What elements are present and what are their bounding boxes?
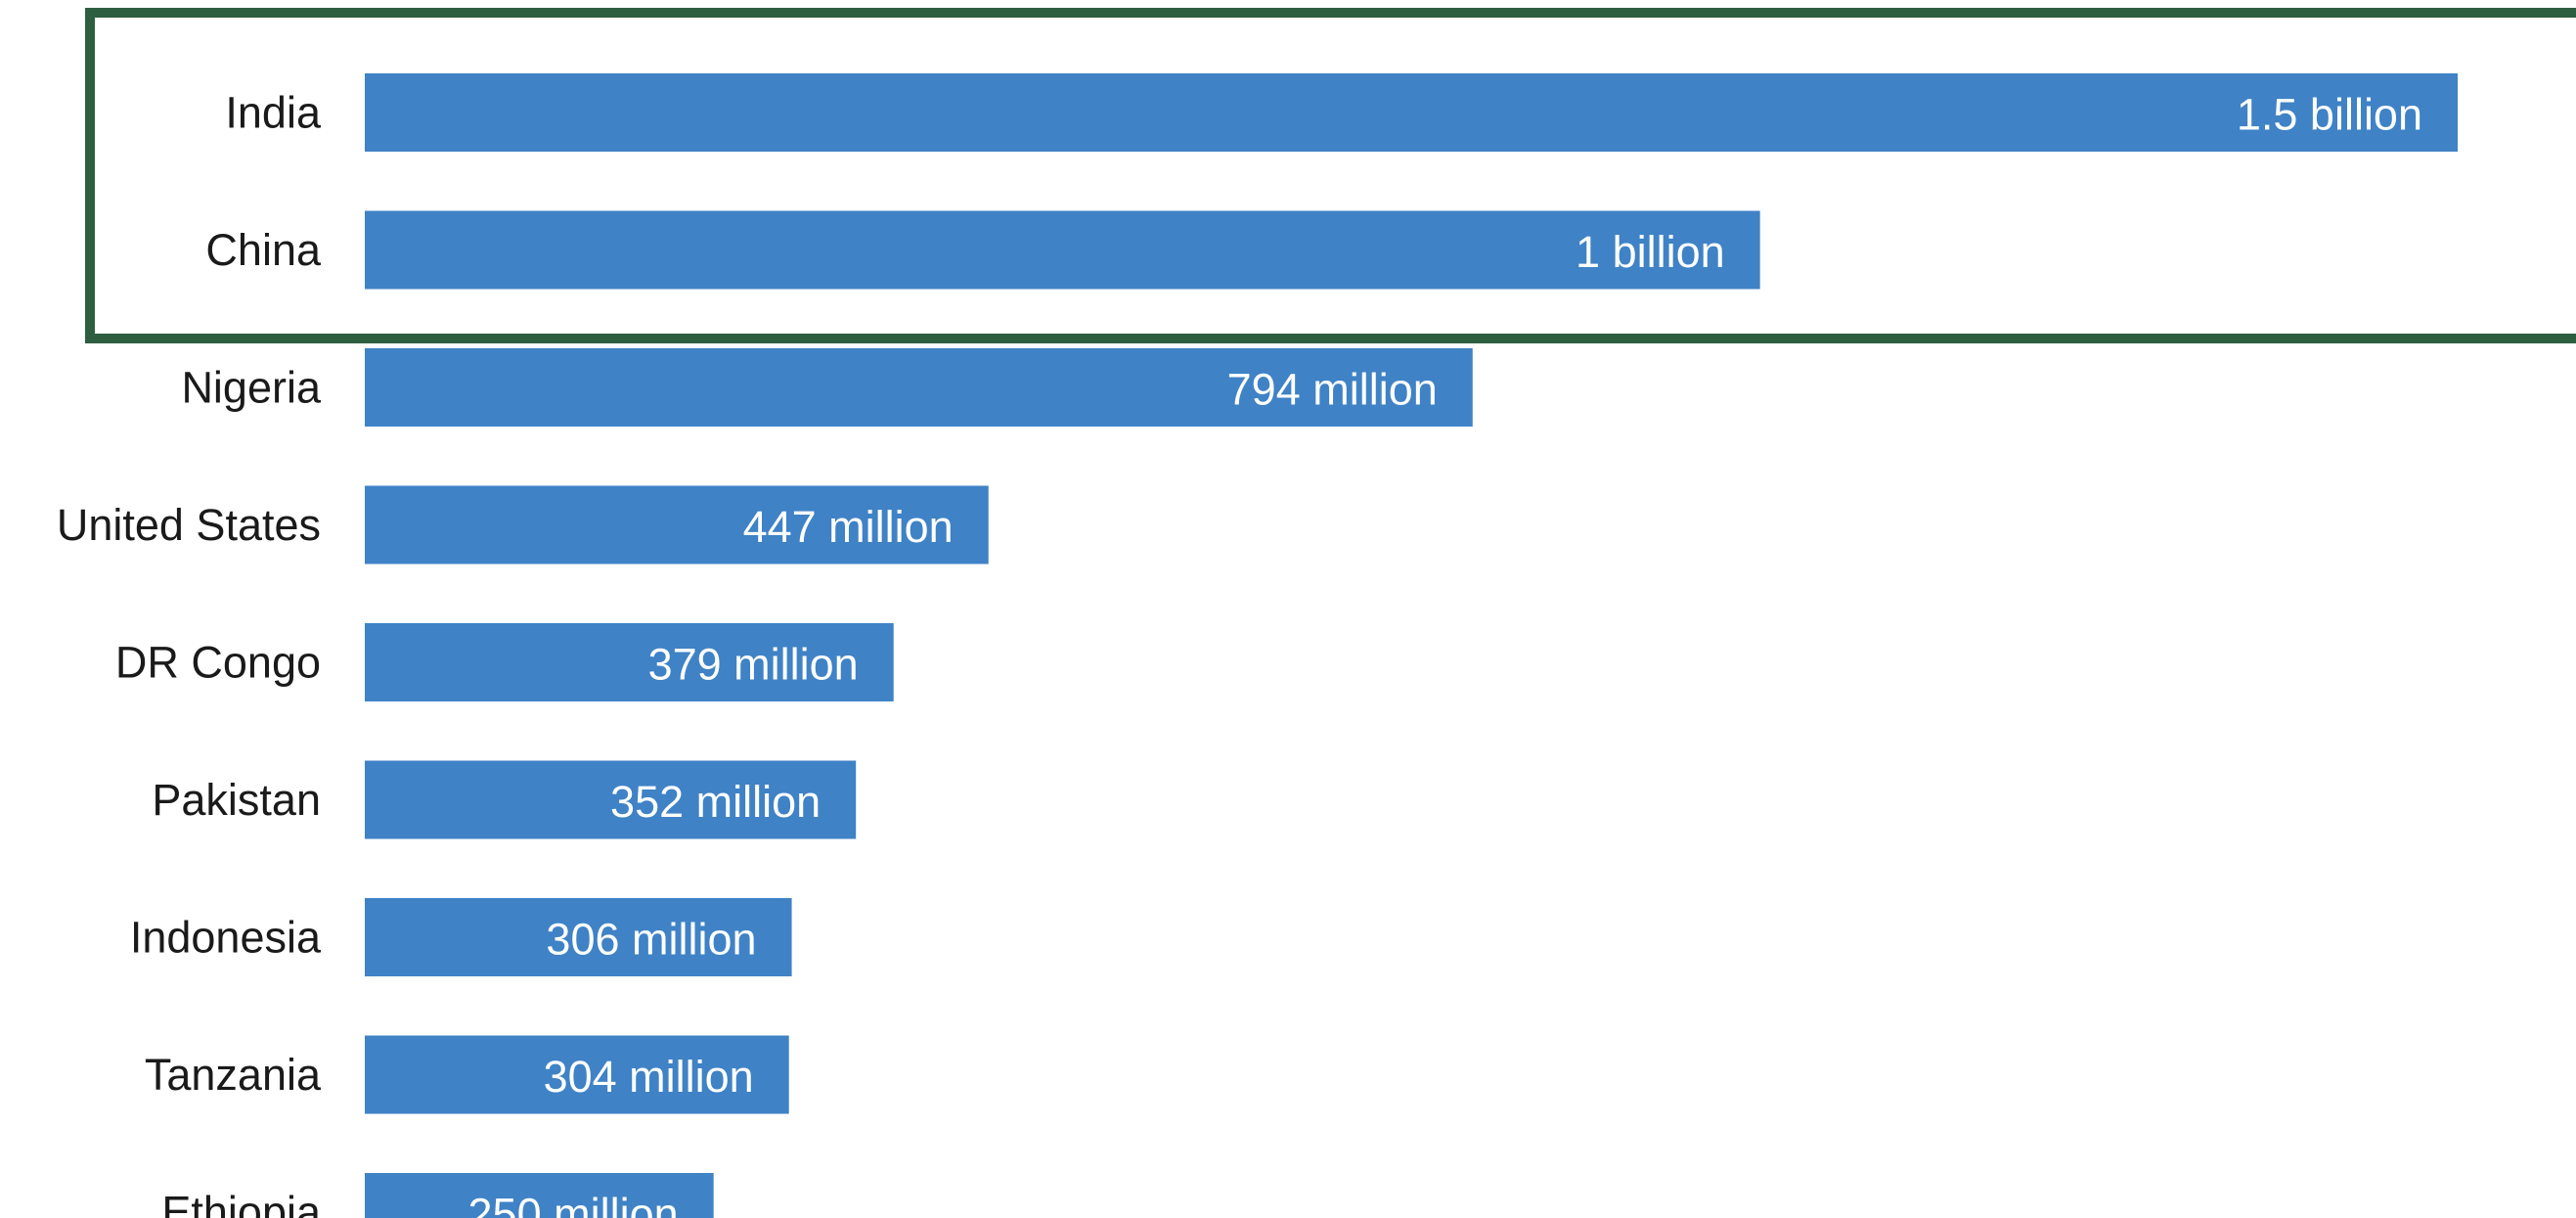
data-label: 379 million [648,640,859,690]
category-label: Tanzania [145,1050,322,1100]
bar-ethiopia [365,1173,714,1218]
category-label: United States [57,500,321,550]
highlight-box [85,8,2576,343]
category-label: DR Congo [115,638,321,688]
category-label: Indonesia [130,913,322,963]
bar-dr-congo [365,623,894,701]
bar-indonesia [365,898,792,976]
data-label: 447 million [743,502,954,552]
data-label: 352 million [610,777,821,827]
data-label: 1.5 billion [2237,90,2422,140]
bar-united-states [365,485,989,564]
data-label: 1 billion [1576,227,1725,277]
category-label: India [225,88,322,138]
data-label: 250 million [468,1190,679,1218]
category-label: Ethiopia [161,1188,322,1218]
bar-nigeria [365,348,1473,427]
category-label: China [205,225,322,275]
bar-pakistan [365,760,857,839]
data-label: 306 million [546,915,756,965]
bar-tanzania [365,1035,789,1114]
data-label: 304 million [544,1052,754,1102]
data-label: 794 million [1227,365,1438,415]
bar-india [365,73,2458,152]
category-label: Pakistan [152,775,321,825]
category-label: Nigeria [181,363,322,413]
bar-china [365,210,1760,290]
